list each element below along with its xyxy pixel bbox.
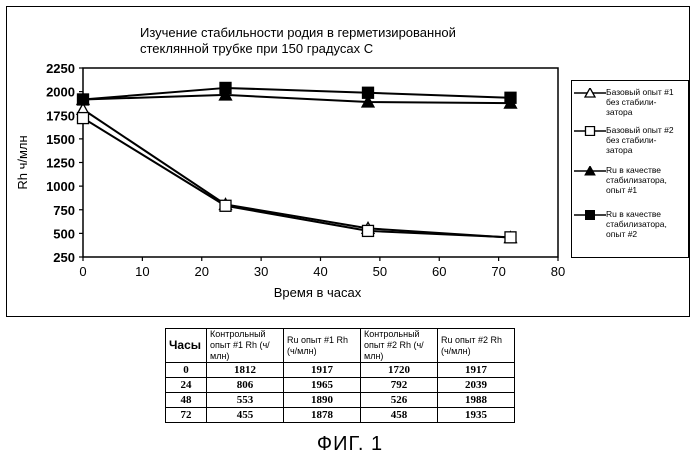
table-cell: 1935 — [438, 408, 515, 423]
legend-label-3-line-2: стабилизатора, — [606, 175, 688, 185]
x-axis-label: Время в часах — [274, 285, 362, 300]
data-point-s2-2 — [363, 225, 374, 236]
table-cell: 72 — [166, 408, 207, 423]
x-tick-label-4: 40 — [313, 264, 327, 279]
table-header-ru-2: Ru опыт #2 Rh (ч/млн) — [438, 329, 515, 363]
legend-label-3-line-1: Ru в качестве — [606, 165, 688, 175]
legend-label-3-line-3: опыт #1 — [606, 185, 688, 195]
table-header-ru-1: Ru опыт #1 Rh (ч/млн) — [284, 329, 361, 363]
data-table: Часы Контрольный опыт #1 Rh (ч/млн) Ru о… — [165, 328, 515, 423]
legend-label-2-line-2: без стабили- — [606, 135, 688, 145]
y-axis-label: Rh ч/млн — [15, 135, 30, 189]
data-point-s4-2 — [363, 87, 374, 98]
legend-label-1-line-1: Базовый опыт #1 — [606, 87, 688, 97]
legend-label-4-line-3: опыт #2 — [606, 229, 688, 239]
y-tick-label-0: 250 — [53, 250, 75, 265]
x-tick-label-0: 0 — [79, 264, 86, 279]
x-tick-label-8: 80 — [551, 264, 565, 279]
y-tick-label-2: 750 — [53, 203, 75, 218]
data-point-s2-3 — [505, 232, 516, 243]
x-tick-label-1: 10 — [135, 264, 149, 279]
x-tick-label-5: 50 — [373, 264, 387, 279]
x-tick-label-3: 30 — [254, 264, 268, 279]
chart-legend: Базовый опыт #1 без стабили- затора Базо… — [571, 80, 689, 258]
table-cell: 1812 — [207, 363, 284, 378]
legend-marker-triangle-filled — [574, 166, 606, 176]
legend-marker-triangle-open — [574, 88, 606, 98]
data-point-s4-0 — [78, 94, 89, 105]
legend-label-2-line-3: затора — [606, 145, 688, 155]
y-tick-label-4: 1250 — [46, 156, 75, 171]
table-cell: 1965 — [284, 378, 361, 393]
table-cell: 0 — [166, 363, 207, 378]
legend-label-2-line-1: Базовый опыт #2 — [606, 125, 688, 135]
table-cell: 455 — [207, 408, 284, 423]
legend-label-1-line-2: без стабили- — [606, 97, 688, 107]
table-header-row: Часы Контрольный опыт #1 Rh (ч/млн) Ru о… — [166, 329, 515, 363]
legend-label-4-line-2: стабилизатора, — [606, 219, 688, 229]
y-tick-label-7: 2000 — [46, 85, 75, 100]
data-point-s2-0 — [78, 113, 89, 124]
table-row: 72 455 1878 458 1935 — [166, 408, 515, 423]
y-tick-label-5: 1500 — [46, 132, 75, 147]
table-cell: 2039 — [438, 378, 515, 393]
table-cell: 1988 — [438, 393, 515, 408]
y-tick-label-6: 1750 — [46, 108, 75, 123]
y-tick-label-3: 1000 — [46, 179, 75, 194]
table-row: 0 1812 1917 1720 1917 — [166, 363, 515, 378]
table-header-control-2: Контрольный опыт #2 Rh (ч/млн) — [361, 329, 438, 363]
table-cell: 526 — [361, 393, 438, 408]
legend-label-4-line-1: Ru в качестве — [606, 209, 688, 219]
table-row: 24 806 1965 792 2039 — [166, 378, 515, 393]
table-cell: 458 — [361, 408, 438, 423]
series-line-2 — [83, 118, 511, 237]
x-tick-label-2: 20 — [195, 264, 209, 279]
legend-label-1-line-3: затора — [606, 107, 688, 117]
table-cell: 1890 — [284, 393, 361, 408]
table-header-control-1: Контрольный опыт #1 Rh (ч/млн) — [207, 329, 284, 363]
y-tick-label-1: 500 — [53, 226, 75, 241]
x-tick-label-7: 70 — [491, 264, 505, 279]
table-cell: 24 — [166, 378, 207, 393]
table-cell: 1917 — [438, 363, 515, 378]
data-point-s2-1 — [220, 200, 231, 211]
legend-marker-square-open — [574, 126, 606, 136]
table-row: 48 553 1890 526 1988 — [166, 393, 515, 408]
table-cell: 1917 — [284, 363, 361, 378]
table-cell: 1720 — [361, 363, 438, 378]
table-cell: 792 — [361, 378, 438, 393]
data-point-s4-1 — [220, 82, 231, 93]
data-point-s4-3 — [505, 92, 516, 103]
x-tick-label-6: 60 — [432, 264, 446, 279]
table-cell: 48 — [166, 393, 207, 408]
table-cell: 1878 — [284, 408, 361, 423]
legend-marker-square-filled — [574, 210, 606, 220]
table-cell: 806 — [207, 378, 284, 393]
table-cell: 553 — [207, 393, 284, 408]
table-header-hours: Часы — [166, 329, 207, 363]
figure-caption: ФИГ. 1 — [0, 433, 700, 456]
y-tick-label-8: 2250 — [46, 61, 75, 76]
